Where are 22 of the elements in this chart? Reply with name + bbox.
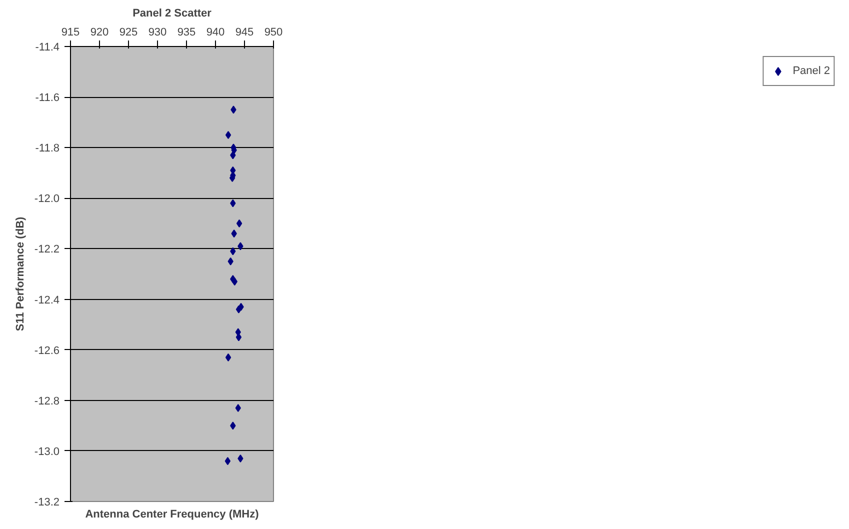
x-tick-label: 920: [90, 26, 109, 38]
legend-label: Panel 2: [792, 65, 830, 77]
y-tick-label: -11.4: [35, 42, 60, 54]
y-axis-title: S11 Performance (dB): [14, 216, 26, 332]
x-tick-label: 950: [264, 26, 283, 38]
y-tick-label: -12.0: [34, 193, 60, 206]
y-tick-label: -12.4: [34, 294, 60, 306]
y-tick-label: -13.0: [34, 446, 60, 458]
x-tick-label: 930: [148, 26, 167, 38]
y-tick-label: -11.8: [35, 142, 60, 155]
y-tick-label: -12.2: [34, 244, 60, 256]
x-tick-label: 925: [119, 26, 138, 38]
chart-title: Panel 2 Scatter: [132, 8, 212, 20]
x-tick-label: 940: [206, 26, 225, 38]
x-axis-title: Antenna Center Frequency (MHz): [85, 508, 260, 520]
x-tick-label: 915: [61, 26, 80, 38]
y-tick-label: -12.8: [34, 395, 60, 408]
y-tick-label: -11.6: [35, 92, 60, 104]
x-tick-label: 935: [177, 26, 196, 38]
x-tick-label: 945: [235, 26, 254, 38]
y-tick-label: -12.6: [34, 344, 60, 357]
y-tick-label: -13.2: [34, 496, 60, 508]
